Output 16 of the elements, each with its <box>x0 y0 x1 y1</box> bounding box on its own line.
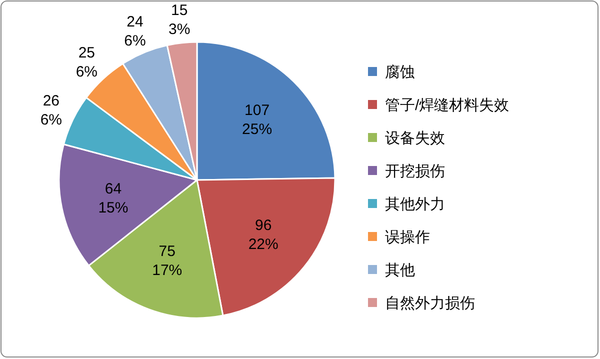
data-label: 75 17% <box>152 243 182 280</box>
legend-label: 自然外力损伤 <box>385 295 475 312</box>
legend-label: 设备失效 <box>385 130 445 147</box>
data-label: 107 25% <box>242 102 272 138</box>
data-label: 64 15% <box>98 180 128 216</box>
legend-label: 其他外力 <box>385 196 445 213</box>
data-label: 25 6% <box>76 44 98 80</box>
legend-label: 开挖损伤 <box>385 163 445 180</box>
legend-label: 腐蚀 <box>385 64 415 81</box>
legend-label: 管子/焊缝材料失效 <box>385 97 510 114</box>
legend-label: 误操作 <box>385 229 430 246</box>
data-label: 15 3% <box>168 2 190 38</box>
data-label: 24 6% <box>124 13 146 50</box>
legend-label: 其他 <box>385 262 415 279</box>
data-label: 96 22% <box>248 217 278 254</box>
data-label: 26 6% <box>40 92 62 128</box>
